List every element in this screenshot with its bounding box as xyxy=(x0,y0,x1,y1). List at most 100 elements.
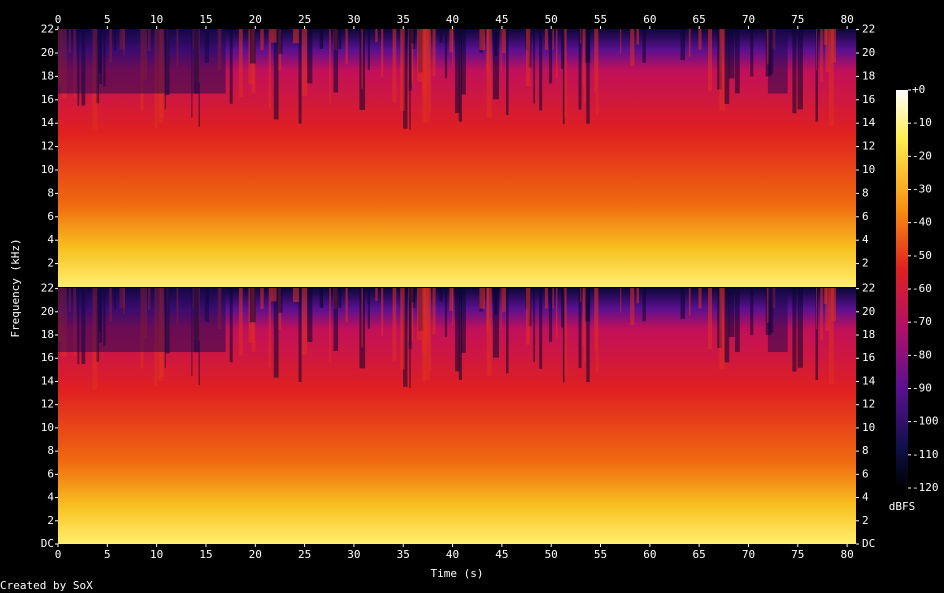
texture xyxy=(449,29,454,53)
texture xyxy=(820,288,823,341)
y-tick-label: 4 xyxy=(47,491,54,504)
y-axis-label: Frequency (kHz) xyxy=(9,238,22,337)
colorbar-tick-label: -30 xyxy=(912,183,932,196)
colorbar-tick-label: -60 xyxy=(912,282,932,295)
texture xyxy=(562,29,565,125)
texture xyxy=(642,288,646,322)
texture xyxy=(229,29,233,104)
texture xyxy=(506,288,509,374)
y-tick-label: 10 xyxy=(862,163,875,176)
y-tick-label: 6 xyxy=(862,210,869,223)
texture xyxy=(680,288,685,319)
y-tick-label: 18 xyxy=(41,69,54,82)
x-tick-label: 30 xyxy=(347,13,360,26)
texture xyxy=(403,29,408,129)
texture xyxy=(750,29,754,77)
texture xyxy=(830,288,837,322)
texture xyxy=(620,288,622,313)
x-tick-label: 40 xyxy=(446,13,459,26)
texture xyxy=(586,29,590,124)
texture xyxy=(506,29,509,116)
texture xyxy=(552,288,554,309)
colorbar xyxy=(896,90,908,488)
y-tick-label: 6 xyxy=(47,467,54,480)
x-tick-label: 60 xyxy=(643,13,656,26)
y-tick-label: 20 xyxy=(862,46,875,59)
x-tick-label: 50 xyxy=(545,548,558,561)
texture xyxy=(238,29,243,98)
texture xyxy=(400,288,405,370)
texture xyxy=(361,29,363,89)
x-tick-label: 35 xyxy=(397,548,410,561)
colorbar-tick-label: -80 xyxy=(912,348,932,361)
x-tick-label: 40 xyxy=(446,548,459,561)
y-tick-label: 14 xyxy=(862,116,876,129)
texture xyxy=(486,288,492,377)
texture xyxy=(544,29,548,50)
texture xyxy=(375,288,378,301)
y-tick-label: 22 xyxy=(41,282,54,295)
texture xyxy=(270,288,277,302)
texture xyxy=(734,29,740,94)
texture xyxy=(816,29,818,71)
colorbar-tick-label: -10 xyxy=(912,116,932,129)
texture xyxy=(411,29,416,44)
texture xyxy=(728,288,735,337)
footer: Created by SoX xyxy=(0,579,93,592)
texture xyxy=(319,288,324,308)
texture xyxy=(345,29,348,64)
texture xyxy=(307,29,313,84)
x-tick-label: 20 xyxy=(249,13,262,26)
texture xyxy=(580,288,582,303)
y-tick-label: 18 xyxy=(862,328,875,341)
texture xyxy=(375,29,378,42)
texture xyxy=(548,288,553,343)
texture xyxy=(411,288,416,303)
texture xyxy=(439,29,443,43)
texture xyxy=(539,288,543,369)
y-tick-label: 2 xyxy=(47,514,54,527)
texture xyxy=(338,29,342,50)
texture xyxy=(273,29,279,120)
x-tick-label: 30 xyxy=(347,548,360,561)
y-tick-label: 22 xyxy=(41,23,54,36)
x-tick-label: 35 xyxy=(397,13,410,26)
texture xyxy=(307,288,313,343)
colorbar-tick-label: -40 xyxy=(912,216,932,229)
texture xyxy=(734,288,740,352)
texture xyxy=(767,288,788,352)
texture xyxy=(345,288,348,323)
texture xyxy=(815,29,819,122)
texture xyxy=(479,29,486,50)
texture xyxy=(820,29,823,82)
texture xyxy=(260,288,264,310)
texture xyxy=(825,29,830,73)
texture xyxy=(268,288,271,368)
texture xyxy=(642,29,646,63)
texture xyxy=(688,29,691,57)
y-tick-label: 2 xyxy=(862,257,869,270)
texture xyxy=(260,29,264,51)
x-tick-label: 70 xyxy=(742,13,755,26)
texture xyxy=(707,29,713,91)
texture xyxy=(525,29,531,87)
texture xyxy=(361,288,363,348)
texture xyxy=(278,288,283,313)
texture xyxy=(797,288,803,368)
texture xyxy=(561,288,564,328)
texture xyxy=(238,288,243,356)
texture xyxy=(367,288,370,329)
texture xyxy=(533,29,536,104)
texture xyxy=(578,288,582,369)
x-tick-label: 10 xyxy=(150,13,163,26)
colorbar-tick-label: -20 xyxy=(912,149,932,162)
x-tick-label: 5 xyxy=(104,548,111,561)
x-tick-label: 60 xyxy=(643,548,656,561)
y-tick-label: 2 xyxy=(47,257,54,270)
texture xyxy=(249,29,256,64)
texture xyxy=(417,288,423,341)
texture xyxy=(502,288,506,312)
y-tick-label: DC xyxy=(862,537,875,550)
texture xyxy=(461,29,466,95)
texture xyxy=(423,29,430,122)
